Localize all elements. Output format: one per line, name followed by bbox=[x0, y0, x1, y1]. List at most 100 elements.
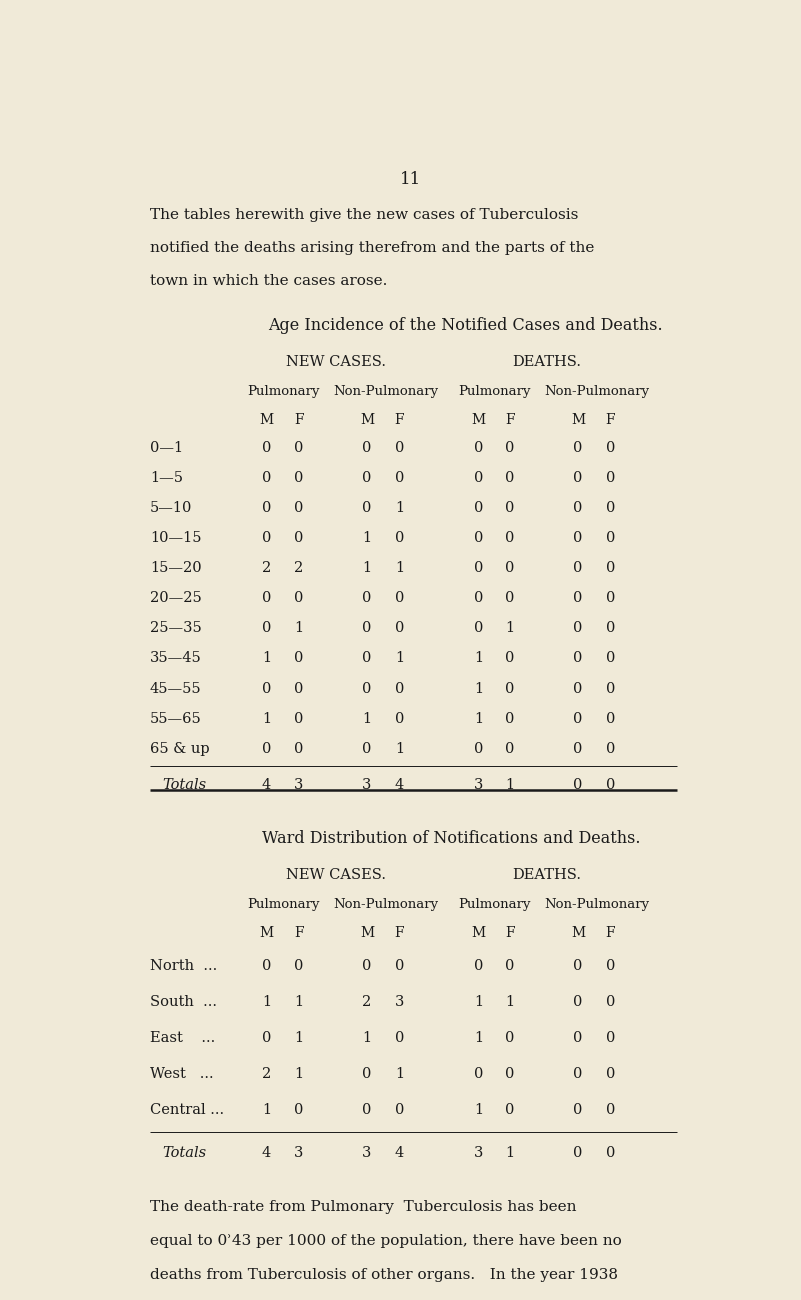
Text: 0: 0 bbox=[362, 1102, 372, 1117]
Text: Ward Distribution of Notifications and Deaths.: Ward Distribution of Notifications and D… bbox=[261, 829, 640, 846]
Text: North  ...: North ... bbox=[150, 959, 217, 972]
Text: 0: 0 bbox=[606, 1102, 615, 1117]
Text: F: F bbox=[395, 926, 405, 940]
Text: 0: 0 bbox=[505, 651, 514, 666]
Text: 0: 0 bbox=[574, 1031, 583, 1045]
Text: 0: 0 bbox=[505, 472, 514, 485]
Text: 1: 1 bbox=[363, 711, 372, 725]
Text: The death-rate from Pulmonary  Tuberculosis has been: The death-rate from Pulmonary Tuberculos… bbox=[150, 1200, 576, 1214]
Text: 1: 1 bbox=[262, 651, 271, 666]
Text: 35—45: 35—45 bbox=[150, 651, 202, 666]
Text: 0: 0 bbox=[362, 959, 372, 972]
Text: 10—15: 10—15 bbox=[150, 532, 201, 546]
Text: 1: 1 bbox=[262, 1102, 271, 1117]
Text: 0: 0 bbox=[505, 959, 514, 972]
Text: Pulmonary: Pulmonary bbox=[458, 385, 530, 398]
Text: 0: 0 bbox=[505, 502, 514, 515]
Text: 0: 0 bbox=[574, 441, 583, 455]
Text: 1: 1 bbox=[363, 532, 372, 546]
Text: 0: 0 bbox=[362, 621, 372, 636]
Text: 0: 0 bbox=[606, 502, 615, 515]
Text: Pulmonary: Pulmonary bbox=[247, 385, 320, 398]
Text: 2: 2 bbox=[362, 994, 372, 1009]
Text: 0: 0 bbox=[262, 621, 272, 636]
Text: 0: 0 bbox=[606, 994, 615, 1009]
Text: 0: 0 bbox=[574, 711, 583, 725]
Text: 0: 0 bbox=[362, 441, 372, 455]
Text: 1—5: 1—5 bbox=[150, 472, 183, 485]
Text: 0: 0 bbox=[574, 562, 583, 576]
Text: 0: 0 bbox=[606, 562, 615, 576]
Text: 20—25: 20—25 bbox=[150, 592, 202, 606]
Text: 1: 1 bbox=[395, 562, 404, 576]
Text: 0: 0 bbox=[606, 1031, 615, 1045]
Text: 0: 0 bbox=[474, 592, 484, 606]
Text: 4: 4 bbox=[395, 777, 404, 792]
Text: 0: 0 bbox=[606, 532, 615, 546]
Text: 3: 3 bbox=[474, 1147, 484, 1160]
Text: 3: 3 bbox=[362, 1147, 372, 1160]
Text: town in which the cases arose.: town in which the cases arose. bbox=[150, 274, 387, 289]
Text: 0: 0 bbox=[294, 472, 304, 485]
Text: NEW CASES.: NEW CASES. bbox=[286, 867, 386, 881]
Text: 0: 0 bbox=[606, 681, 615, 696]
Text: 3: 3 bbox=[474, 777, 484, 792]
Text: 0: 0 bbox=[606, 472, 615, 485]
Text: 3: 3 bbox=[294, 1147, 304, 1160]
Text: 0: 0 bbox=[505, 711, 514, 725]
Text: 25—35: 25—35 bbox=[150, 621, 202, 636]
Text: 0: 0 bbox=[474, 621, 484, 636]
Text: 0: 0 bbox=[474, 1067, 484, 1080]
Text: 0: 0 bbox=[606, 959, 615, 972]
Text: 0: 0 bbox=[574, 959, 583, 972]
Text: 0: 0 bbox=[574, 681, 583, 696]
Text: F: F bbox=[606, 413, 615, 428]
Text: DEATHS.: DEATHS. bbox=[513, 355, 582, 369]
Text: 0: 0 bbox=[262, 959, 272, 972]
Text: West   ...: West ... bbox=[150, 1067, 213, 1080]
Text: 0: 0 bbox=[574, 621, 583, 636]
Text: 0: 0 bbox=[362, 651, 372, 666]
Text: 0: 0 bbox=[262, 592, 272, 606]
Text: F: F bbox=[606, 926, 615, 940]
Text: 0: 0 bbox=[574, 1102, 583, 1117]
Text: 0: 0 bbox=[574, 994, 583, 1009]
Text: 1: 1 bbox=[294, 1031, 304, 1045]
Text: M: M bbox=[360, 926, 374, 940]
Text: 1: 1 bbox=[505, 1147, 514, 1160]
Text: 0: 0 bbox=[262, 741, 272, 755]
Text: M: M bbox=[472, 926, 486, 940]
Text: 1: 1 bbox=[294, 621, 304, 636]
Text: Non-Pulmonary: Non-Pulmonary bbox=[544, 385, 650, 398]
Text: 0: 0 bbox=[395, 681, 404, 696]
Text: 0: 0 bbox=[606, 741, 615, 755]
Text: 0: 0 bbox=[395, 592, 404, 606]
Text: 0: 0 bbox=[606, 777, 615, 792]
Text: 0: 0 bbox=[606, 711, 615, 725]
Text: 1: 1 bbox=[294, 994, 304, 1009]
Text: 0: 0 bbox=[606, 1067, 615, 1080]
Text: 1: 1 bbox=[474, 1031, 483, 1045]
Text: 0: 0 bbox=[606, 592, 615, 606]
Text: 0: 0 bbox=[505, 1031, 514, 1045]
Text: 1: 1 bbox=[505, 777, 514, 792]
Text: 0: 0 bbox=[395, 441, 404, 455]
Text: 0: 0 bbox=[294, 1102, 304, 1117]
Text: 0: 0 bbox=[294, 711, 304, 725]
Text: 0: 0 bbox=[474, 441, 484, 455]
Text: 0: 0 bbox=[362, 502, 372, 515]
Text: 0: 0 bbox=[606, 651, 615, 666]
Text: M: M bbox=[571, 413, 586, 428]
Text: Non-Pulmonary: Non-Pulmonary bbox=[333, 898, 438, 911]
Text: 0: 0 bbox=[262, 441, 272, 455]
Text: DEATHS.: DEATHS. bbox=[513, 867, 582, 881]
Text: M: M bbox=[360, 413, 374, 428]
Text: 1: 1 bbox=[262, 994, 271, 1009]
Text: 0: 0 bbox=[395, 1031, 404, 1045]
Text: 1: 1 bbox=[395, 651, 404, 666]
Text: notified the deaths arising therefrom and the parts of the: notified the deaths arising therefrom an… bbox=[150, 240, 594, 255]
Text: 0: 0 bbox=[474, 562, 484, 576]
Text: Totals: Totals bbox=[162, 1147, 207, 1160]
Text: 0: 0 bbox=[574, 777, 583, 792]
Text: 1: 1 bbox=[395, 741, 404, 755]
